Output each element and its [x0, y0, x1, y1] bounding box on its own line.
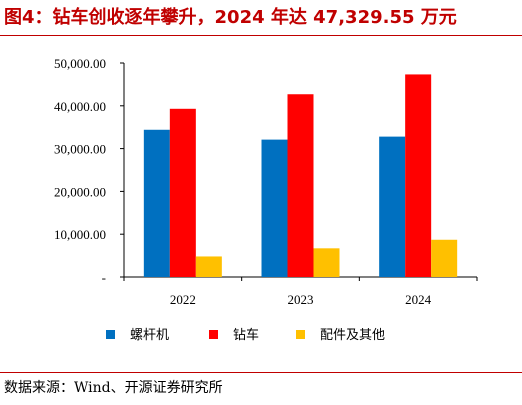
- y-tick-label: 50,000.00: [54, 56, 106, 71]
- source-rule: [0, 372, 522, 373]
- chart-title: 图4：钻车创收逐年攀升，2024 年达 47,329.55 万元: [4, 7, 457, 28]
- title-rule: [0, 35, 522, 36]
- bar-钻车-2023: [287, 94, 314, 277]
- bar-螺杆机-2023: [261, 139, 288, 277]
- bar-螺杆机-2022: [143, 129, 170, 277]
- legend-swatch-钻车: [209, 330, 218, 339]
- bar-钻车-2024: [405, 74, 432, 277]
- x-tick-label: 2022: [170, 292, 196, 307]
- x-tick-label: 2024: [405, 292, 432, 307]
- legend-swatch-配件及其他: [296, 330, 305, 339]
- legend-label-钻车: 钻车: [233, 327, 259, 343]
- bar-配件及其他-2024: [431, 239, 458, 277]
- y-tick-label: -: [102, 270, 106, 285]
- bar-配件及其他-2023: [313, 248, 340, 277]
- y-tick-label: 40,000.00: [54, 99, 106, 114]
- bar-配件及其他-2022: [195, 256, 222, 277]
- x-tick-label: 2023: [288, 292, 314, 307]
- y-tick-label: 20,000.00: [54, 184, 106, 199]
- legend-label-配件及其他: 配件及其他: [320, 328, 385, 343]
- legend-label-螺杆机: 螺杆机: [130, 328, 169, 343]
- source-note: 数据来源：Wind、开源证券研究所: [4, 380, 223, 396]
- bar-螺杆机-2024: [379, 136, 406, 277]
- bar-钻车-2022: [169, 108, 196, 278]
- legend-swatch-螺杆机: [106, 330, 115, 339]
- y-tick-label: 10,000.00: [54, 227, 106, 242]
- y-tick-label: 30,000.00: [54, 142, 106, 157]
